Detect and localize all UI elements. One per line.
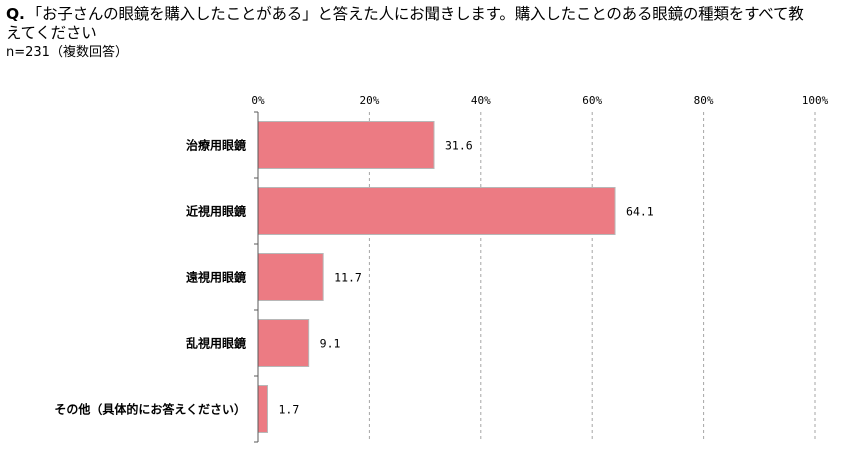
value-label-2: 11.7 [334, 271, 362, 285]
category-label-0: 治療用眼鏡 [186, 138, 246, 153]
bar-3 [257, 319, 310, 367]
bar-1 [257, 187, 616, 235]
value-label-0: 31.6 [445, 139, 473, 153]
x-axis-ticks: 0% 20% 40% 60% 80% 100% [251, 94, 828, 107]
value-labels: 31.6 64.1 11.7 9.1 1.7 [278, 139, 653, 417]
category-label-3: 乱視用眼鏡 [186, 336, 246, 351]
question-text: 「お子さんの眼鏡を購入したことがある」と答えた人にお聞きします。購入したことのあ… [6, 5, 804, 42]
sample-size-note: n=231（複数回答） [6, 45, 128, 60]
x-tick-label-40: 40% [471, 94, 491, 107]
y-axis [254, 111, 259, 443]
category-label-4: その他（具体的にお答えください） [54, 402, 246, 417]
value-label-1: 64.1 [626, 205, 654, 219]
question-title: Q. 「お子さんの眼鏡を購入したことがある」と答えた人にお聞きします。購入したこと… [6, 5, 806, 43]
bars [257, 121, 616, 433]
value-label-4: 1.7 [278, 403, 299, 417]
gridlines [368, 112, 816, 442]
x-tick-label-20: 20% [359, 94, 379, 107]
category-label-2: 遠視用眼鏡 [186, 270, 246, 285]
bar-4 [257, 385, 268, 433]
question-prefix: Q. [6, 5, 25, 23]
x-tick-label-80: 80% [694, 94, 714, 107]
x-tick-label-0: 0% [251, 94, 265, 107]
value-label-3: 9.1 [320, 337, 341, 351]
x-tick-label-100: 100% [802, 94, 829, 107]
category-label-1: 近視用眼鏡 [186, 204, 246, 219]
x-tick-label-60: 60% [582, 94, 602, 107]
bar-2 [257, 253, 324, 301]
bar-0 [257, 121, 435, 169]
